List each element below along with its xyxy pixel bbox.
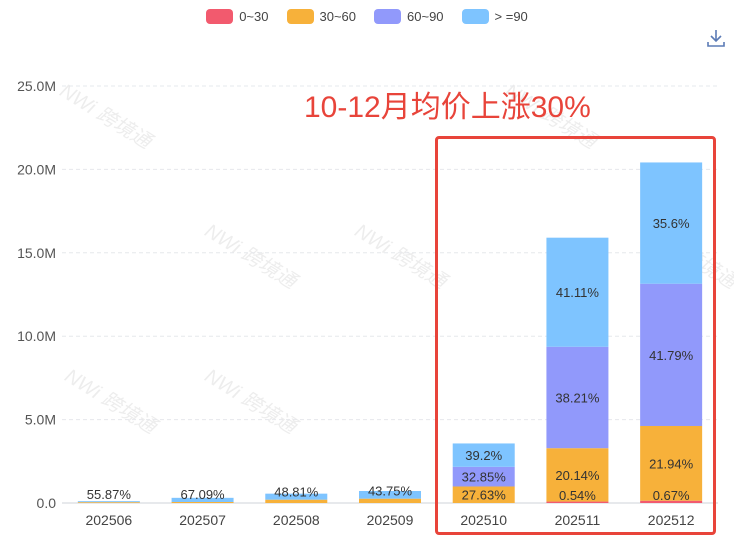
bar-segment (640, 283, 703, 426)
bar-segment (265, 499, 328, 503)
y-tick-label: 25.0M (17, 78, 56, 94)
annotation-text: 10-12月均价上涨30% (304, 91, 591, 124)
data-label: 41.79% (649, 348, 694, 363)
bar-segment (359, 490, 421, 499)
legend-label-90plus: > =90 (494, 9, 528, 24)
legend-label-30-60: 30~60 (319, 9, 357, 24)
legend-item-60-90[interactable]: 60~90 (374, 9, 444, 24)
bar-segment (640, 500, 703, 503)
data-label: 48.81% (274, 485, 319, 500)
bar-segment (171, 497, 234, 502)
x-tick-label: 202508 (273, 512, 320, 528)
legend-swatch-0-30 (206, 9, 234, 24)
legend-label-0-30: 0~30 (239, 9, 269, 24)
bar-segment (77, 502, 140, 503)
data-label: 27.63% (462, 488, 507, 503)
bar-segment (452, 443, 515, 467)
download-icon[interactable] (706, 28, 726, 48)
bar-segment (359, 498, 421, 503)
x-tick-label: 202507 (179, 512, 226, 528)
data-label: 41.11% (556, 285, 600, 300)
legend: 0~30 30~60 60~90 > =90 (0, 9, 734, 24)
legend-swatch-60-90 (374, 9, 402, 24)
bar-segment (640, 162, 703, 284)
bar-segment (546, 501, 609, 503)
legend-label-60-90: 60~90 (407, 9, 444, 24)
data-label: 32.85% (462, 470, 507, 485)
bar-segment (265, 493, 328, 500)
bar-segment (452, 486, 515, 503)
y-tick-label: 0.0 (37, 495, 57, 511)
data-label: 38.21% (555, 390, 600, 405)
x-tick-label: 202509 (367, 512, 414, 528)
data-label: 35.6% (653, 216, 690, 231)
x-tick-label: 202506 (85, 512, 132, 528)
legend-item-0-30[interactable]: 0~30 (206, 9, 269, 24)
bar-segment (452, 466, 515, 487)
data-label: 55.87% (87, 487, 132, 502)
highlight-box (435, 136, 716, 535)
legend-swatch-90plus (461, 9, 489, 24)
data-label: 39.2% (465, 448, 502, 463)
x-tick-label: 202512 (648, 512, 695, 528)
legend-item-30-60[interactable]: 30~60 (286, 9, 357, 24)
data-label: 0.67% (653, 488, 690, 503)
legend-item-90plus[interactable]: > =90 (461, 9, 528, 24)
y-tick-label: 15.0M (17, 245, 56, 261)
y-tick-label: 10.0M (17, 328, 56, 344)
x-tick-label: 202510 (460, 512, 507, 528)
data-label: 20.14% (555, 468, 600, 483)
data-label: 67.09% (181, 487, 226, 502)
bar-segment (171, 501, 234, 503)
data-label: 0.54% (559, 488, 596, 503)
y-tick-label: 5.0M (25, 412, 56, 428)
legend-swatch-30-60 (286, 9, 314, 24)
bar-segment (546, 448, 609, 502)
bar-segment (77, 501, 140, 503)
bar-segment (546, 237, 609, 347)
bar-segment (640, 425, 703, 501)
bar-segment (546, 346, 609, 449)
x-tick-label: 202511 (555, 512, 601, 528)
y-tick-label: 20.0M (17, 161, 56, 177)
data-label: 21.94% (649, 456, 694, 471)
data-label: 43.75% (368, 484, 413, 499)
